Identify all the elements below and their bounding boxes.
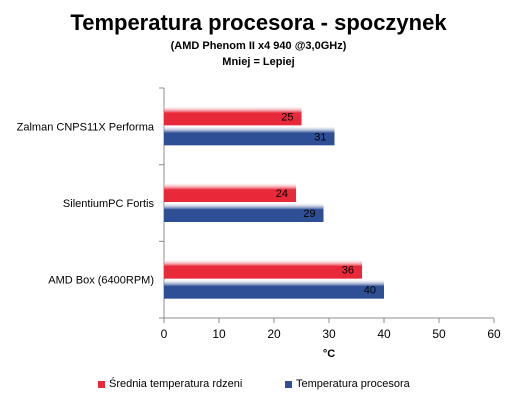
data-label: 24 [276,188,288,200]
data-label: 40 [364,285,376,297]
x-axis-label: °C [323,348,335,360]
legend-swatch-blue [285,380,292,388]
category-label: AMD Box (6400RPM) [48,275,154,287]
bar-chart: 0 10 20 30 40 50 60 °C 25 31 Zalman CNPS11X Perfor… [17,87,501,360]
category-label: Zalman CNPS11X Performa [17,121,155,133]
bar-cpu-temp [164,279,384,299]
data-label: 31 [314,131,326,143]
bar-cpu-temp [164,203,324,222]
data-label: 36 [342,265,354,277]
legend-label: Temperatura procesora [296,378,410,390]
legend-label: Średnia temperatura rdzeni [109,378,243,390]
data-label: 29 [303,208,315,220]
chart-title: Temperatura procesora - spoczynek [70,10,447,35]
legend-swatch-red [98,380,105,388]
bar-core-temp [164,106,302,126]
legend-item-series-2: Temperatura procesora [285,378,410,390]
bar-core-temp [164,183,296,202]
x-tick-label: 30 [322,327,336,341]
x-tick-label: 10 [212,327,226,341]
chart-subtitle: (AMD Phenom II x4 940 @3,0GHz) [170,40,347,52]
x-tick-label: 60 [487,327,501,341]
chart-note: Mniej = Lepiej [222,56,295,68]
bar-cpu-temp [164,126,335,146]
x-tick-label: 50 [432,327,446,341]
x-tick-label: 40 [377,327,391,341]
x-tick-label: 20 [267,327,281,341]
legend-item-series-1: Średnia temperatura rdzeni [98,378,242,390]
legend: Średnia temperatura rdzeni Temperatura p… [0,378,517,394]
data-label: 25 [281,111,293,123]
x-tick-label: 0 [161,327,168,341]
category-label: SilentiumPC Fortis [63,198,155,210]
bar-core-temp [164,259,362,279]
